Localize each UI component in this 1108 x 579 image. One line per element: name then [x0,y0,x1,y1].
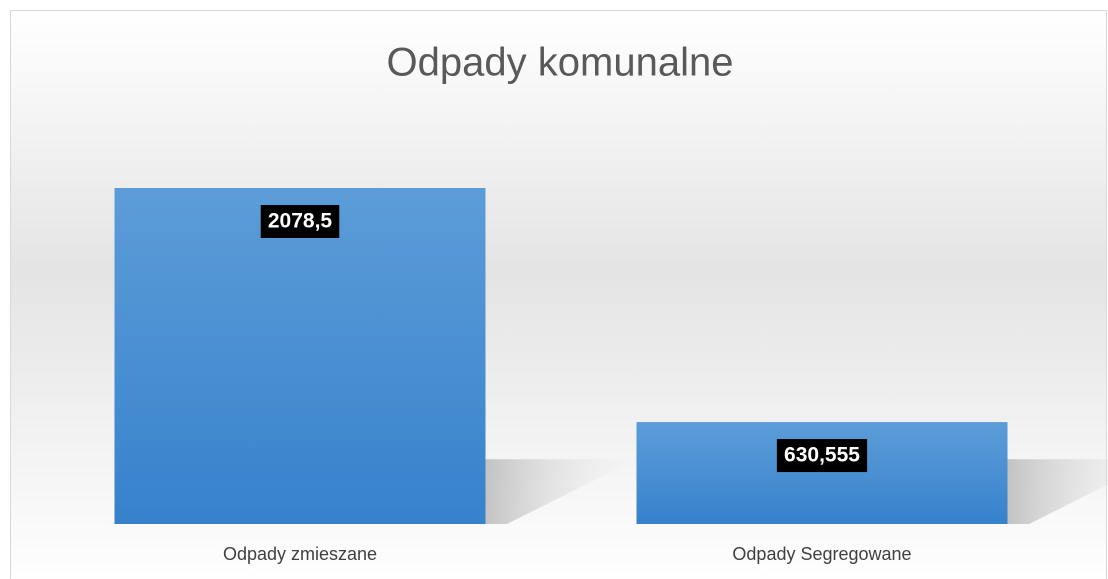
bar [114,188,486,524]
data-label: 630,555 [784,444,860,467]
x-tick-label: Odpady zmieszane [223,544,377,564]
chart-title: Odpady komunalne [387,41,734,85]
bar-shadow [1007,459,1108,524]
x-tick-label: Odpady Segregowane [732,544,911,564]
data-label-box [776,439,868,473]
data-label: 2078,5 [268,210,333,233]
data-label-box [260,205,340,238]
bar [636,422,1008,524]
bar-shadow [485,459,637,524]
